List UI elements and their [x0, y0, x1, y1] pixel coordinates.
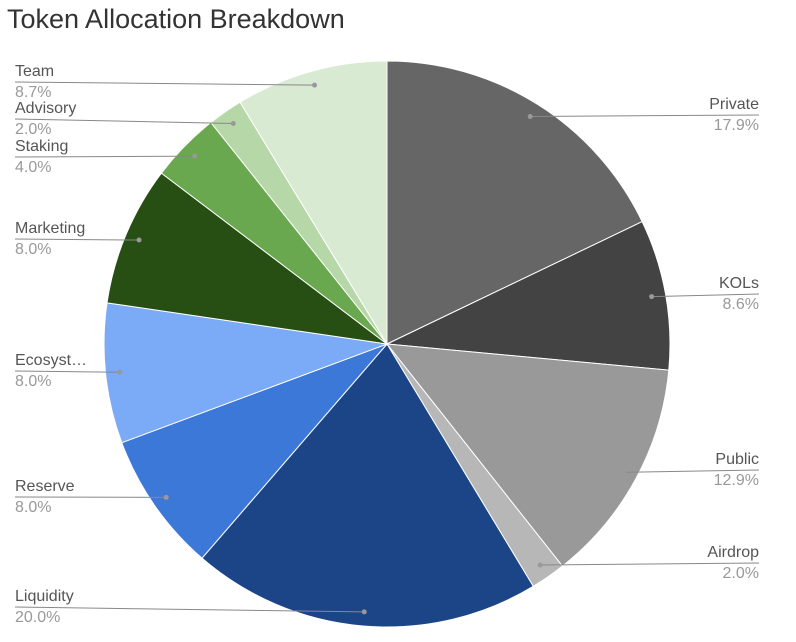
leader-line	[651, 293, 760, 298]
pie-slice	[121, 343, 388, 559]
leader-dot	[117, 369, 123, 375]
slice-label: Airdrop	[707, 544, 759, 561]
leader-dot	[163, 494, 169, 500]
slice-value-label: 12.9%	[714, 472, 759, 489]
slice-label: Marketing	[15, 220, 85, 237]
slice-label: Reserve	[15, 478, 75, 495]
leader-line	[14, 606, 365, 613]
leader-line	[14, 81, 315, 86]
slice-value-label: 8.0%	[15, 373, 51, 390]
slice-value-label: 2.0%	[723, 565, 759, 582]
leader-dot	[312, 82, 318, 88]
leader-line	[14, 155, 195, 158]
chart-title: Token Allocation Breakdown	[7, 4, 345, 34]
leader-dot	[192, 153, 198, 159]
leader-line	[14, 370, 120, 373]
leader-dot	[649, 294, 655, 300]
slice-value-label: 8.7%	[15, 84, 51, 101]
slice-label: Liquidity	[15, 588, 74, 605]
leader-line	[623, 469, 760, 473]
leader-dot	[537, 562, 543, 568]
leader-line	[530, 114, 760, 117]
leader-dot	[527, 113, 533, 119]
leader-line	[14, 118, 234, 124]
slice-value-label: 17.9%	[714, 117, 759, 134]
slice-value-label: 4.0%	[15, 159, 51, 176]
slice-value-label: 20.0%	[15, 609, 60, 626]
slice-value-label: 8.0%	[15, 499, 51, 516]
leader-line	[540, 562, 760, 566]
slice-label: Staking	[15, 138, 68, 155]
pie-slice	[103, 302, 388, 444]
slice-label: Public	[715, 451, 759, 468]
slice-value-label: 8.0%	[15, 241, 51, 258]
slice-value-label: 8.6%	[723, 296, 759, 313]
leader-dot	[230, 120, 236, 126]
leader-dot	[620, 469, 626, 475]
slice-label: Team	[15, 63, 54, 80]
pie-slice	[385, 343, 670, 567]
pie-slice	[239, 60, 388, 346]
slice-value-label: 2.0%	[15, 121, 51, 138]
pie-slice	[106, 172, 388, 345]
pie-slice	[386, 60, 643, 345]
slice-label: Ecosyst…	[15, 352, 87, 369]
pie-slice	[385, 220, 671, 371]
slice-label: Advisory	[15, 100, 76, 117]
leader-dot	[361, 609, 367, 615]
pie-slice	[201, 343, 534, 628]
slice-label: KOLs	[719, 275, 759, 292]
slice-label: Private	[709, 96, 759, 113]
leader-line	[14, 238, 140, 241]
leader-dot	[136, 237, 142, 243]
